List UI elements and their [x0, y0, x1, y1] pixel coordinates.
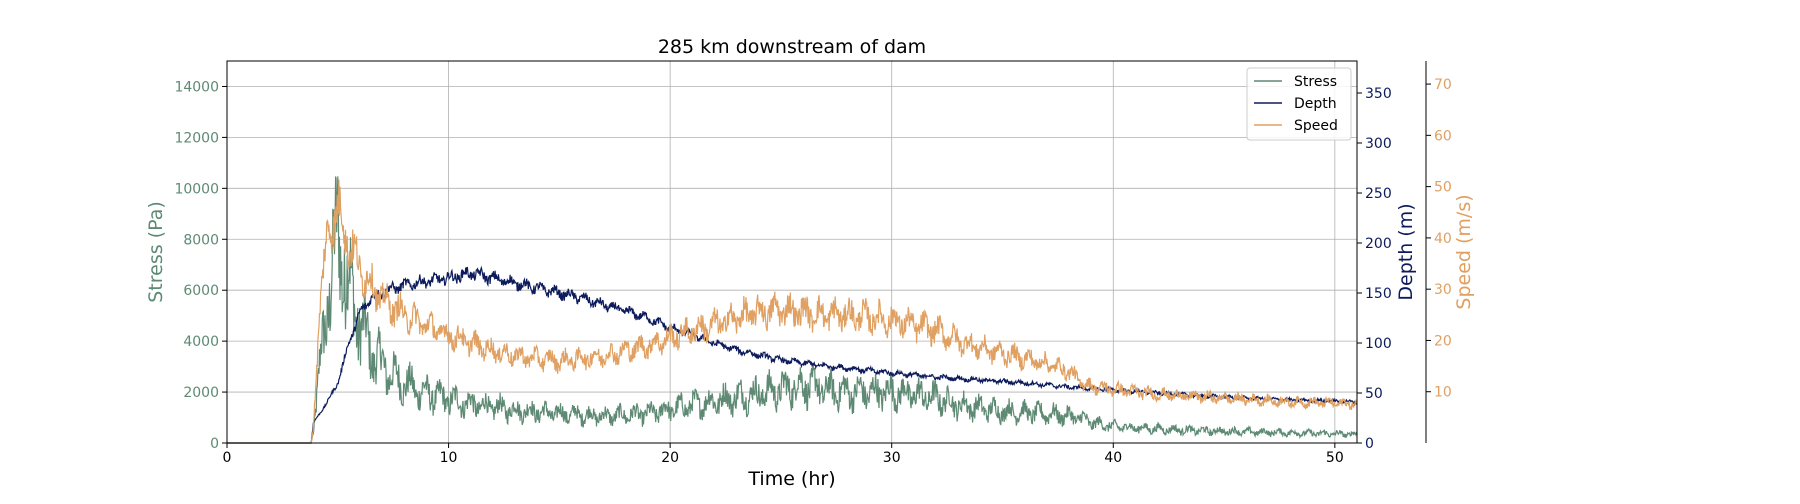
depth-tick-label: 100: [1365, 336, 1392, 352]
stress-tick-label: 2000: [183, 385, 219, 401]
x-tick-label: 10: [440, 450, 458, 466]
speed-tick-label: 10: [1434, 385, 1452, 401]
speed-tick-label: 40: [1434, 231, 1452, 247]
plot-frame: [226, 60, 1358, 444]
x-tick-label: 0: [223, 450, 232, 466]
legend-box: [1246, 67, 1352, 141]
legend-label-speed: Speed: [1294, 118, 1338, 134]
depth-tick-label: 50: [1365, 386, 1383, 402]
depth-tick-label: 0: [1365, 436, 1374, 452]
legend-label-depth: Depth: [1294, 96, 1337, 112]
series-line-stress: [227, 176, 1358, 444]
stress-tick-label: 8000: [183, 232, 219, 248]
depth-tick-label: 150: [1365, 286, 1392, 302]
x-tick-label: 40: [1104, 450, 1122, 466]
chart-title: 285 km downstream of dam: [658, 36, 926, 58]
x-axis-label: Time (hr): [747, 468, 835, 490]
depth-tick-label: 200: [1365, 236, 1392, 252]
depth-tick-label: 250: [1365, 186, 1392, 202]
legend: Stress Depth Speed: [1246, 67, 1352, 141]
speed-axis-label: Speed (m/s): [1453, 194, 1475, 309]
speed-tick-label: 20: [1434, 333, 1452, 349]
x-tick-label: 20: [661, 450, 679, 466]
stress-tick-label: 10000: [174, 181, 219, 197]
depth-axis-label: Depth (m): [1395, 203, 1417, 300]
legend-label-stress: Stress: [1294, 74, 1337, 90]
stress-axis-label: Stress (Pa): [145, 201, 167, 303]
stress-tick-label: 6000: [183, 283, 219, 299]
depth-tick-label: 300: [1365, 136, 1392, 152]
stress-tick-label: 0: [210, 436, 219, 452]
x-tick-label: 50: [1326, 450, 1344, 466]
ticks: 0 10 20 30 40 5002000400060008000100001200014…: [174, 77, 1451, 466]
depth-tick-label: 350: [1365, 86, 1392, 102]
x-tick-label: 30: [883, 450, 901, 466]
speed-tick-label: 30: [1434, 282, 1452, 298]
stress-tick-label: 4000: [183, 334, 219, 350]
stress-tick-label: 14000: [174, 79, 219, 95]
speed-tick-label: 70: [1434, 77, 1452, 93]
speed-tick-label: 50: [1434, 180, 1452, 196]
series-layer: [227, 176, 1358, 444]
series-line-speed: [227, 179, 1358, 444]
speed-tick-label: 60: [1434, 128, 1452, 144]
stress-tick-label: 12000: [174, 130, 219, 146]
